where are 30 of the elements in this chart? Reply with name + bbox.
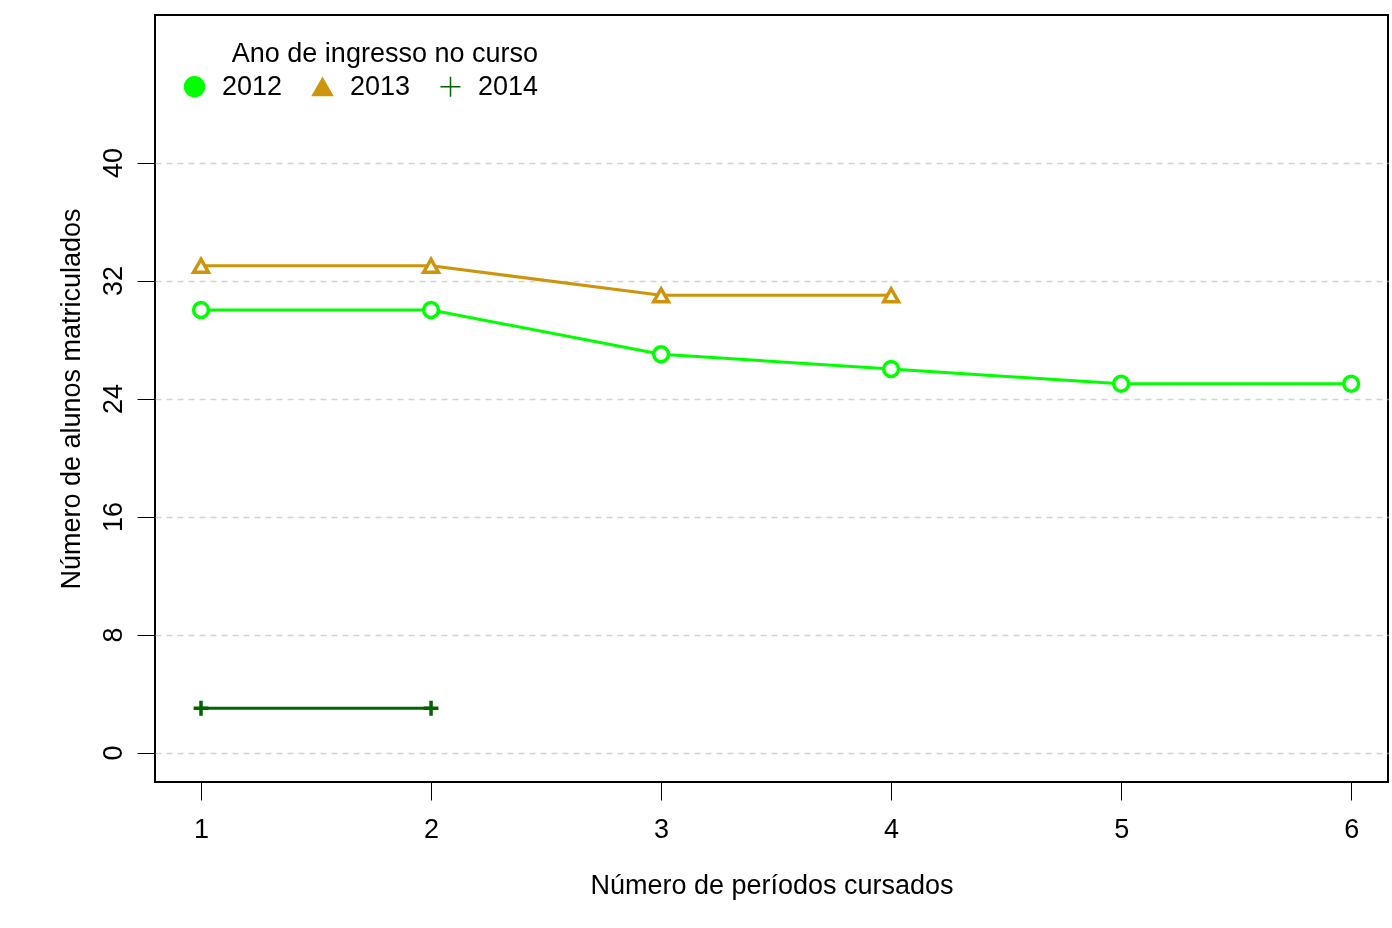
y-tick-label: 0 [97, 745, 128, 761]
legend-label: 2012 [222, 70, 283, 101]
point [421, 300, 441, 320]
point [651, 345, 671, 364]
y-tick-label: 24 [97, 383, 128, 415]
legend-label: 2014 [478, 70, 539, 101]
y-tick-label: 8 [97, 627, 128, 643]
point [191, 257, 211, 274]
point [881, 287, 901, 304]
y-tick-label: 16 [97, 501, 128, 533]
x-tick-label: 4 [884, 813, 900, 844]
point [881, 359, 901, 379]
x-tick-label: 5 [1114, 813, 1130, 844]
point [651, 287, 671, 304]
point [1342, 374, 1361, 393]
legend-title: Ano de ingresso no curso [231, 38, 538, 68]
x-tick-label: 3 [654, 813, 670, 844]
y-tick-label: 32 [97, 265, 128, 297]
point [191, 300, 211, 320]
y-tick-label: 40 [97, 147, 128, 179]
legend-label: 2013 [350, 70, 411, 101]
point [420, 255, 442, 274]
point [191, 699, 211, 718]
x-tick-label: 1 [193, 813, 210, 844]
x-tick-label: 6 [1344, 813, 1360, 844]
x-axis-title: Número de períodos cursados [590, 869, 954, 900]
y-axis-title: Número de alunos matriculados [55, 208, 86, 590]
point [1111, 374, 1131, 393]
x-tick-label: 2 [424, 813, 440, 844]
point [421, 699, 441, 718]
